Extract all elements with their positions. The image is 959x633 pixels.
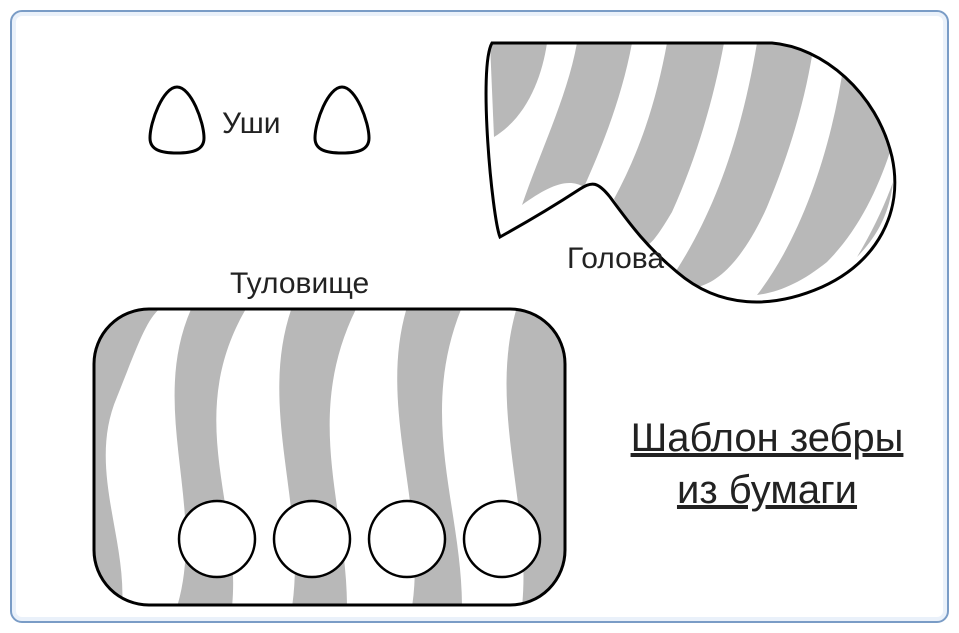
ear-left xyxy=(147,84,207,156)
title-line2: из бумаги xyxy=(677,468,857,512)
title-line1: Шаблон зебры xyxy=(631,416,904,460)
ear-right xyxy=(312,84,372,156)
body-shape xyxy=(92,307,567,607)
template-title: Шаблон зебры из бумаги xyxy=(602,412,932,516)
body-label: Туловище xyxy=(230,267,369,301)
head-label: Голова xyxy=(567,242,664,276)
template-frame: Уши Туловище xyxy=(10,10,949,623)
head-shape xyxy=(472,37,912,327)
ears-label: Уши xyxy=(222,107,281,141)
